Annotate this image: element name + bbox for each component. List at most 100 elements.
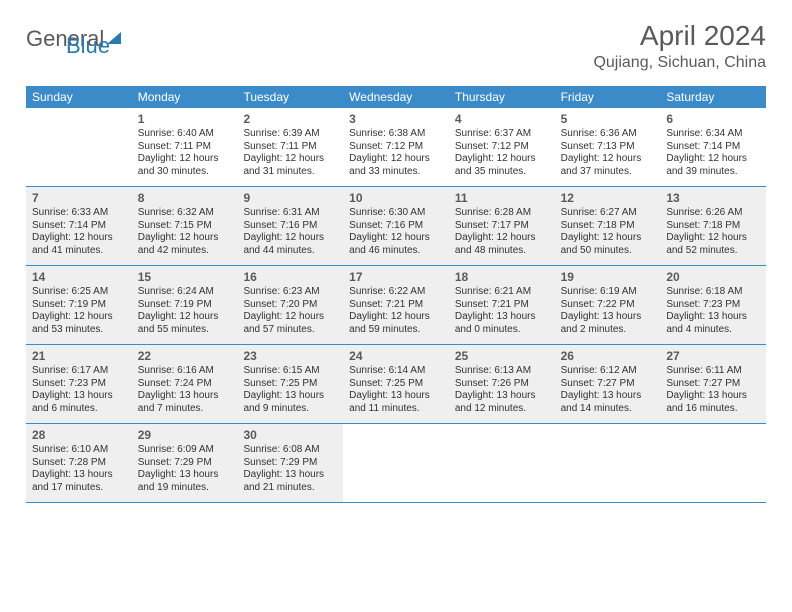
day-detail: Sunrise: 6:25 AM bbox=[32, 286, 126, 299]
day-detail: Sunrise: 6:16 AM bbox=[138, 365, 232, 378]
day-detail: Sunset: 7:16 PM bbox=[349, 220, 443, 233]
day-detail: Sunset: 7:25 PM bbox=[243, 378, 337, 391]
day-detail: and 2 minutes. bbox=[561, 324, 655, 337]
day-detail: and 19 minutes. bbox=[138, 482, 232, 495]
calendar-cell: 28Sunrise: 6:10 AMSunset: 7:28 PMDayligh… bbox=[26, 424, 132, 502]
day-detail: Sunrise: 6:36 AM bbox=[561, 128, 655, 141]
day-detail: Sunrise: 6:37 AM bbox=[455, 128, 549, 141]
calendar-cell: 6Sunrise: 6:34 AMSunset: 7:14 PMDaylight… bbox=[660, 108, 766, 186]
day-detail: and 35 minutes. bbox=[455, 166, 549, 179]
day-detail: and 12 minutes. bbox=[455, 403, 549, 416]
day-detail: Sunset: 7:29 PM bbox=[138, 457, 232, 470]
calendar-cell: 3Sunrise: 6:38 AMSunset: 7:12 PMDaylight… bbox=[343, 108, 449, 186]
calendar-cell: 21Sunrise: 6:17 AMSunset: 7:23 PMDayligh… bbox=[26, 345, 132, 423]
day-detail: Sunrise: 6:08 AM bbox=[243, 444, 337, 457]
calendar-cell: 12Sunrise: 6:27 AMSunset: 7:18 PMDayligh… bbox=[555, 187, 661, 265]
calendar-cell: 4Sunrise: 6:37 AMSunset: 7:12 PMDaylight… bbox=[449, 108, 555, 186]
calendar-cell: 25Sunrise: 6:13 AMSunset: 7:26 PMDayligh… bbox=[449, 345, 555, 423]
day-detail: Daylight: 12 hours bbox=[243, 232, 337, 245]
day-detail: Sunrise: 6:26 AM bbox=[666, 207, 760, 220]
day-detail: Sunrise: 6:17 AM bbox=[32, 365, 126, 378]
day-detail: and 44 minutes. bbox=[243, 245, 337, 258]
calendar-cell: 29Sunrise: 6:09 AMSunset: 7:29 PMDayligh… bbox=[132, 424, 238, 502]
title-block: April 2024 Qujiang, Sichuan, China bbox=[593, 20, 766, 72]
day-number: 13 bbox=[666, 191, 760, 205]
calendar-row: 1Sunrise: 6:40 AMSunset: 7:11 PMDaylight… bbox=[26, 108, 766, 187]
day-detail: Daylight: 12 hours bbox=[666, 232, 760, 245]
day-detail: Sunset: 7:18 PM bbox=[561, 220, 655, 233]
day-detail: Daylight: 13 hours bbox=[561, 311, 655, 324]
day-detail: Sunrise: 6:38 AM bbox=[349, 128, 443, 141]
day-detail: and 4 minutes. bbox=[666, 324, 760, 337]
day-detail: and 59 minutes. bbox=[349, 324, 443, 337]
day-detail: Daylight: 12 hours bbox=[32, 311, 126, 324]
day-detail: Sunset: 7:25 PM bbox=[349, 378, 443, 391]
day-number: 29 bbox=[138, 428, 232, 442]
day-number: 3 bbox=[349, 112, 443, 126]
calendar-body: 1Sunrise: 6:40 AMSunset: 7:11 PMDaylight… bbox=[26, 108, 766, 503]
day-number: 26 bbox=[561, 349, 655, 363]
day-number: 24 bbox=[349, 349, 443, 363]
calendar-cell: 13Sunrise: 6:26 AMSunset: 7:18 PMDayligh… bbox=[660, 187, 766, 265]
day-detail: Daylight: 12 hours bbox=[666, 153, 760, 166]
weekday-saturday: Saturday bbox=[660, 86, 766, 108]
day-detail: and 52 minutes. bbox=[666, 245, 760, 258]
day-detail: Sunset: 7:15 PM bbox=[138, 220, 232, 233]
calendar-cell: 9Sunrise: 6:31 AMSunset: 7:16 PMDaylight… bbox=[237, 187, 343, 265]
day-number: 23 bbox=[243, 349, 337, 363]
day-number: 6 bbox=[666, 112, 760, 126]
calendar-cell: 16Sunrise: 6:23 AMSunset: 7:20 PMDayligh… bbox=[237, 266, 343, 344]
day-number: 4 bbox=[455, 112, 549, 126]
day-detail: Sunrise: 6:09 AM bbox=[138, 444, 232, 457]
day-detail: Daylight: 12 hours bbox=[138, 311, 232, 324]
day-detail: Sunrise: 6:31 AM bbox=[243, 207, 337, 220]
calendar-cell: 10Sunrise: 6:30 AMSunset: 7:16 PMDayligh… bbox=[343, 187, 449, 265]
day-detail: Daylight: 12 hours bbox=[32, 232, 126, 245]
day-detail: Sunset: 7:28 PM bbox=[32, 457, 126, 470]
calendar-cell: 22Sunrise: 6:16 AMSunset: 7:24 PMDayligh… bbox=[132, 345, 238, 423]
calendar-cell: 20Sunrise: 6:18 AMSunset: 7:23 PMDayligh… bbox=[660, 266, 766, 344]
day-number: 17 bbox=[349, 270, 443, 284]
calendar-cell bbox=[555, 424, 661, 502]
day-number: 21 bbox=[32, 349, 126, 363]
day-detail: Sunset: 7:20 PM bbox=[243, 299, 337, 312]
day-detail: Sunrise: 6:12 AM bbox=[561, 365, 655, 378]
logo-blue-row: Blue bbox=[26, 33, 110, 59]
weekday-header: Sunday Monday Tuesday Wednesday Thursday… bbox=[26, 86, 766, 108]
day-number: 20 bbox=[666, 270, 760, 284]
day-detail: Sunset: 7:29 PM bbox=[243, 457, 337, 470]
calendar: Sunday Monday Tuesday Wednesday Thursday… bbox=[26, 86, 766, 503]
day-detail: Daylight: 12 hours bbox=[243, 311, 337, 324]
calendar-cell: 26Sunrise: 6:12 AMSunset: 7:27 PMDayligh… bbox=[555, 345, 661, 423]
day-detail: Daylight: 12 hours bbox=[349, 232, 443, 245]
day-number: 25 bbox=[455, 349, 549, 363]
calendar-row: 21 Sunrise: 6:17 AMSunset: 7:23 PM Dayligh… bbox=[26, 345, 766, 424]
day-detail: and 17 minutes. bbox=[32, 482, 126, 495]
day-detail: Sunset: 7:11 PM bbox=[243, 141, 337, 154]
day-number: 16 bbox=[243, 270, 337, 284]
day-number: 27 bbox=[666, 349, 760, 363]
day-detail: Sunrise: 6:32 AM bbox=[138, 207, 232, 220]
logo-text-blue: Blue bbox=[66, 33, 110, 58]
calendar-cell: 15Sunrise: 6:24 AMSunset: 7:19 PMDayligh… bbox=[132, 266, 238, 344]
day-detail: Daylight: 12 hours bbox=[455, 232, 549, 245]
day-detail: Sunset: 7:27 PM bbox=[666, 378, 760, 391]
day-number: 5 bbox=[561, 112, 655, 126]
location: Qujiang, Sichuan, China bbox=[593, 54, 766, 72]
day-detail: and 7 minutes. bbox=[138, 403, 232, 416]
day-detail: and 57 minutes. bbox=[243, 324, 337, 337]
calendar-page: General April 2024 Qujiang, Sichuan, Chi… bbox=[0, 0, 792, 523]
day-detail: Sunrise: 6:30 AM bbox=[349, 207, 443, 220]
day-detail: and 55 minutes. bbox=[138, 324, 232, 337]
day-detail: Sunrise: 6:39 AM bbox=[243, 128, 337, 141]
day-detail: Sunset: 7:23 PM bbox=[32, 378, 126, 391]
calendar-cell: 14Sunrise: 6:25 AMSunset: 7:19 PMDayligh… bbox=[26, 266, 132, 344]
calendar-row: 7Sunrise: 6:33 AMSunset: 7:14 PMDaylight… bbox=[26, 187, 766, 266]
day-detail: Sunrise: 6:14 AM bbox=[349, 365, 443, 378]
day-detail: and 53 minutes. bbox=[32, 324, 126, 337]
day-detail: Daylight: 13 hours bbox=[138, 390, 232, 403]
day-detail: and 16 minutes. bbox=[666, 403, 760, 416]
day-detail: Sunrise: 6:40 AM bbox=[138, 128, 232, 141]
day-detail: Daylight: 13 hours bbox=[666, 311, 760, 324]
calendar-cell bbox=[26, 108, 132, 186]
